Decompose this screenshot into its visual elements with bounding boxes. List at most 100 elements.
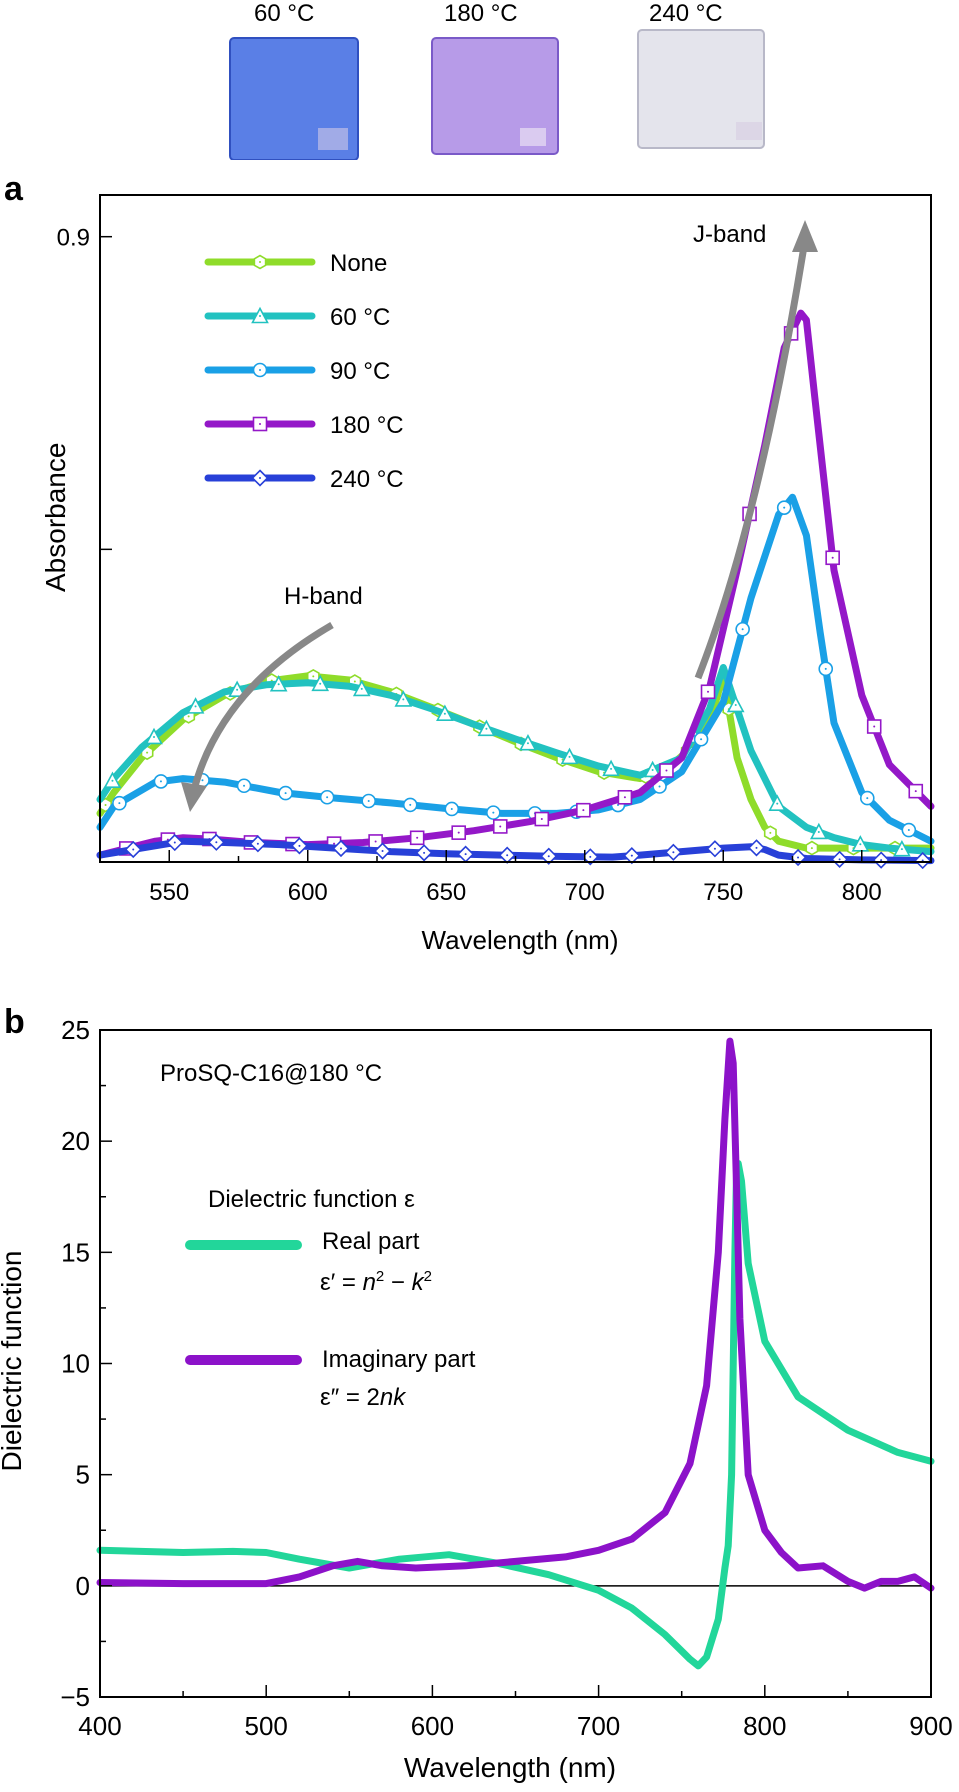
marker-60-c-7 bbox=[394, 690, 413, 707]
marker-none-17 bbox=[805, 840, 819, 856]
marker-90-c-17 bbox=[818, 661, 834, 677]
marker-240-c-14 bbox=[706, 840, 724, 858]
x-tick-label-900: 900 bbox=[909, 1711, 952, 1741]
y-tick-label-0-9: 0.9 bbox=[57, 225, 90, 252]
marker-60-c-9 bbox=[477, 719, 496, 737]
marker-240-c-5 bbox=[332, 839, 350, 858]
y-tick-label-10: 10 bbox=[61, 1349, 90, 1379]
marker-180-c-14 bbox=[700, 684, 716, 700]
legend-formula-real-part: ε′ = n2 − k2 bbox=[320, 1268, 432, 1296]
marker-180-c-12 bbox=[617, 789, 633, 805]
legend-marker-none bbox=[253, 254, 267, 270]
marker-240-c-7 bbox=[415, 844, 433, 862]
marker-90-c-16 bbox=[776, 500, 792, 515]
legend-label-180-c: 180 °C bbox=[330, 412, 404, 439]
absorbance-legend: None 60 °C 90 °C 180 °C 240 °C bbox=[204, 250, 404, 493]
series-line-60-c bbox=[96, 664, 935, 856]
dielectric-x-label: Wavelength (nm) bbox=[403, 1752, 617, 1783]
marker-180-c-8 bbox=[451, 825, 467, 840]
annotation-j-band: J-band bbox=[693, 221, 767, 248]
sample-240c bbox=[637, 29, 765, 149]
marker-60-c-8 bbox=[436, 704, 454, 722]
legend-label-240-c: 240 °C bbox=[330, 466, 404, 493]
x-tick-label-650: 650 bbox=[426, 879, 466, 906]
x-tick-label-700: 700 bbox=[577, 1711, 620, 1741]
legend-formula-imaginary-part: ε″ = 2nk bbox=[320, 1384, 406, 1411]
y-tick-label-5: 5 bbox=[76, 1460, 90, 1490]
y-tick-label-0: 0 bbox=[76, 1571, 90, 1601]
marker-60-c-0 bbox=[103, 771, 122, 789]
marker-240-c-6 bbox=[373, 842, 392, 860]
panel-a-label: a bbox=[4, 170, 23, 208]
x-tick-label-700: 700 bbox=[565, 879, 605, 906]
sample-name-label: ProSQ-C16@180 °C bbox=[160, 1060, 383, 1087]
legend-label-90-c: 90 °C bbox=[330, 358, 390, 385]
marker-60-c-13 bbox=[643, 760, 662, 778]
marker-90-c-19 bbox=[901, 822, 917, 838]
series-line-imaginary-part bbox=[96, 1037, 935, 1592]
marker-90-c-15 bbox=[735, 621, 750, 637]
marker-90-c-1 bbox=[153, 774, 169, 789]
marker-60-c-2 bbox=[186, 697, 205, 714]
x-tick-label-800: 800 bbox=[842, 879, 882, 906]
marker-60-c-16 bbox=[768, 794, 787, 811]
marker-240-c-1 bbox=[166, 833, 184, 852]
marker-240-c-18 bbox=[872, 851, 890, 869]
sample-180c bbox=[431, 37, 559, 155]
marker-180-c-7 bbox=[409, 830, 425, 846]
legend-marker-180-c bbox=[252, 416, 268, 432]
marker-90-c-8 bbox=[444, 801, 460, 817]
y-tick-label-20: 20 bbox=[61, 1126, 90, 1156]
x-tick-label-400: 400 bbox=[78, 1711, 121, 1741]
y-tick-label-25: 25 bbox=[61, 1015, 90, 1045]
j-band-arrow bbox=[694, 220, 818, 680]
y-tick-label-5: −5 bbox=[60, 1682, 90, 1712]
legend-label-none: None bbox=[330, 250, 387, 277]
x-tick-label-750: 750 bbox=[703, 879, 743, 906]
sample-photos bbox=[0, 0, 959, 160]
marker-240-c-13 bbox=[664, 843, 683, 861]
legend-label-real-part: Real part bbox=[322, 1228, 420, 1255]
marker-240-c-2 bbox=[207, 833, 225, 851]
marker-240-c-4 bbox=[290, 837, 309, 855]
marker-180-c-18 bbox=[866, 719, 882, 734]
marker-60-c-12 bbox=[602, 759, 620, 777]
marker-240-c-0 bbox=[124, 840, 142, 859]
marker-60-c-15 bbox=[726, 695, 745, 713]
series-line-real-part bbox=[96, 1159, 935, 1670]
marker-60-c-18 bbox=[851, 835, 870, 852]
legend-marker-60-c bbox=[251, 306, 269, 324]
marker-90-c-6 bbox=[361, 793, 376, 809]
marker-60-c-10 bbox=[519, 733, 537, 751]
marker-90-c-4 bbox=[278, 785, 293, 801]
legend-marker-90-c bbox=[252, 362, 268, 378]
sample-60c bbox=[229, 37, 359, 160]
marker-none-16 bbox=[763, 825, 777, 841]
marker-180-c-17 bbox=[825, 550, 840, 566]
annotation-h-band: H-band bbox=[284, 583, 363, 610]
panel-b-label: b bbox=[4, 1003, 25, 1041]
marker-90-c-14 bbox=[693, 731, 709, 747]
marker-60-c-6 bbox=[352, 679, 371, 697]
marker-90-c-3 bbox=[236, 778, 252, 794]
legend-marker-240-c bbox=[251, 469, 269, 487]
marker-60-c-1 bbox=[145, 727, 163, 745]
x-tick-label-500: 500 bbox=[245, 1711, 288, 1741]
marker-90-c-18 bbox=[859, 790, 875, 806]
marker-60-c-19 bbox=[893, 839, 911, 857]
marker-90-c-5 bbox=[319, 789, 335, 805]
absorbance-chart: 550 600 650 700 750 800 0.9 None 60 °C 90 °C 180 … bbox=[57, 194, 935, 906]
x-tick-label-800: 800 bbox=[743, 1711, 786, 1741]
marker-90-c-9 bbox=[486, 805, 501, 820]
marker-180-c-10 bbox=[534, 811, 550, 827]
legend-label-imaginary-part: Imaginary part bbox=[322, 1346, 476, 1373]
marker-240-c-12 bbox=[623, 847, 641, 865]
marker-60-c-17 bbox=[809, 822, 828, 840]
marker-180-c-13 bbox=[659, 763, 674, 778]
x-tick-label-550: 550 bbox=[149, 879, 189, 906]
marker-60-c-11 bbox=[560, 747, 579, 765]
marker-180-c-11 bbox=[576, 802, 591, 818]
marker-180-c-9 bbox=[492, 819, 508, 834]
marker-240-c-15 bbox=[747, 839, 766, 857]
